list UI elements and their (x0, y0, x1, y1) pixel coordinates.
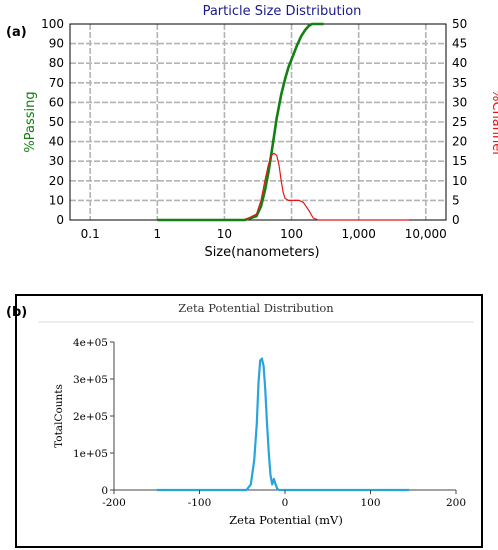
chart-a-plot-frame (69, 23, 447, 221)
chart-a-xtick-label: 1,000 (341, 227, 375, 241)
chart-a-xtick-label: 0.1 (81, 227, 100, 241)
chart-a-ytick-label: 10 (49, 193, 64, 207)
chart-b-ylabel: TotalCounts (53, 384, 65, 448)
series-zeta-line (156, 357, 409, 492)
chart-a-ytick-label: 50 (49, 115, 64, 129)
chart-a-y2tick-label: 15 (452, 154, 467, 168)
panel-label-a: (a) (6, 25, 27, 40)
chart-a-y2tick-label: 30 (452, 95, 467, 109)
chart-a-ytick-label: 90 (49, 37, 64, 51)
particle-size-chart: Particle Size Distribution 0102030405060… (23, 4, 498, 260)
chart-a-y2tick-label: 25 (452, 115, 467, 129)
chart-b-ytick-label: 1e+05 (73, 448, 108, 460)
chart-a-xtick-label: 1 (154, 227, 162, 241)
chart-a-ticks: 0 10 20 30 40 50 60 70 80 90 100 0 5 10 15 20 25 30 35 40 45… (41, 17, 467, 241)
chart-b-xtick-label: -200 (102, 497, 126, 509)
chart-b-xtick-label: -100 (188, 497, 212, 509)
chart-b-xtick-label: 100 (360, 497, 380, 509)
chart-b-outer-frame (15, 294, 483, 548)
series-channel-line (244, 152, 409, 221)
chart-a-y2tick-label: 10 (452, 174, 467, 188)
series-passing-line (157, 22, 324, 222)
chart-b-ticks: 0 1e+05 2e+05 3e+05 4e+05 -200 -100 0 100 200 (73, 337, 466, 509)
chart-a-y2tick-label: 0 (452, 213, 460, 227)
chart-a-series (157, 22, 409, 222)
chart-b-ytick-label: 4e+05 (73, 337, 108, 349)
chart-a-grid (70, 24, 446, 220)
chart-a-ytick-label: 80 (49, 56, 64, 70)
chart-a-y2tick-label: 40 (452, 56, 467, 70)
chart-a-ytick-label: 30 (49, 154, 64, 168)
chart-a-y2tick-label: 45 (452, 37, 467, 51)
chart-b-ytick-label: 2e+05 (73, 411, 108, 423)
chart-b-series (156, 357, 409, 492)
chart-a-xtick-label: 100 (280, 227, 303, 241)
chart-a-ytick-label: 70 (49, 76, 64, 90)
chart-a-ytick-label: 60 (49, 95, 64, 109)
chart-b-ytick-label: 3e+05 (73, 374, 108, 386)
chart-a-xtick-label: 10 (217, 227, 232, 241)
chart-a-xtick-label: 10,000 (405, 227, 447, 241)
chart-a-y2tick-label: 50 (452, 17, 467, 31)
chart-a-title: Particle Size Distribution (203, 4, 362, 19)
chart-a-ylabel: %Passing (23, 91, 38, 152)
chart-b-title: Zeta Potential Distribution (178, 301, 334, 315)
chart-b-xlabel: Zeta Potential (mV) (229, 513, 343, 527)
chart-a-y2tick-label: 5 (452, 193, 460, 207)
chart-a-xlabel: Size(nanometers) (204, 245, 319, 260)
chart-a-ytick-label: 0 (56, 213, 64, 227)
chart-a-ytick-label: 20 (49, 174, 64, 188)
chart-a-ytick-label: 100 (41, 17, 64, 31)
chart-a-y2tick-label: 20 (452, 135, 467, 149)
zeta-potential-chart: Zeta Potential Distribution 0 1e+05 2e+05 3… (15, 294, 483, 548)
chart-b-xtick-label: 0 (282, 497, 289, 509)
chart-a-y2tick-label: 35 (452, 76, 467, 90)
chart-b-xtick-label: 200 (446, 497, 466, 509)
chart-a-ytick-label: 40 (49, 135, 64, 149)
chart-a-y2label: %Channel (489, 89, 498, 155)
chart-b-ytick-label: 0 (101, 485, 108, 497)
